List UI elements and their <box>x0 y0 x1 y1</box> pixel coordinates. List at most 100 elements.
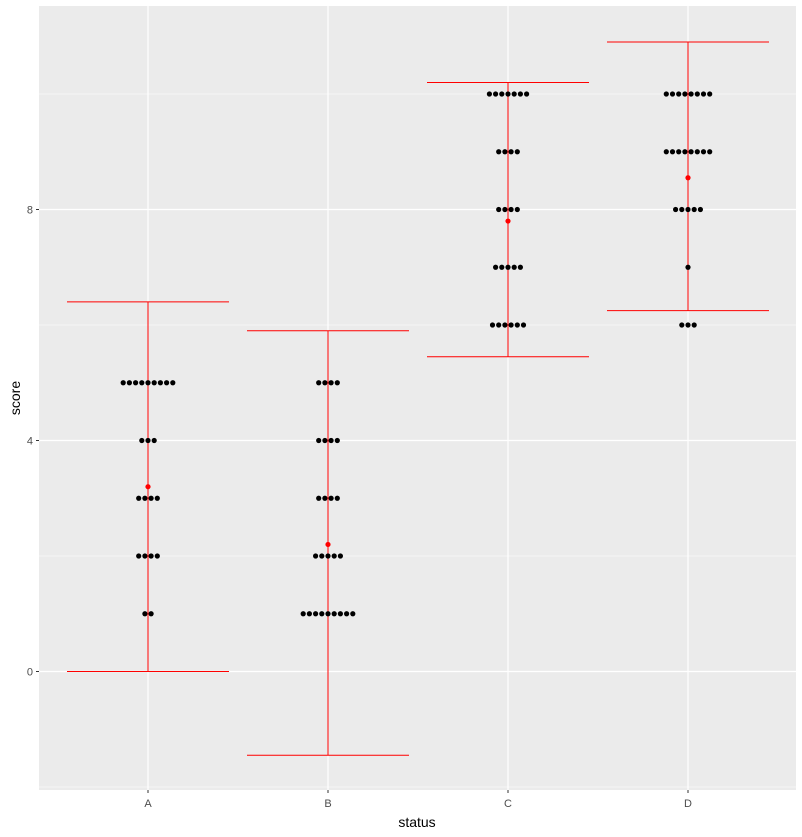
data-dot <box>502 322 508 328</box>
data-dot <box>313 611 319 617</box>
data-dot <box>505 91 511 97</box>
data-dot <box>694 91 700 97</box>
y-tick-label: 0 <box>27 667 33 679</box>
data-dot <box>669 149 676 155</box>
data-dot <box>136 495 142 501</box>
data-dot <box>142 495 148 501</box>
data-dot <box>337 611 343 617</box>
data-dot <box>508 149 514 155</box>
data-dot <box>505 264 511 270</box>
data-dot <box>139 437 145 444</box>
data-dot <box>328 380 334 386</box>
data-dot <box>300 611 306 617</box>
data-dot <box>142 611 148 617</box>
data-dot <box>306 611 312 617</box>
data-dot <box>170 380 176 386</box>
mean-point <box>325 541 331 548</box>
data-dot <box>514 206 520 213</box>
data-dot <box>502 149 508 155</box>
data-dot <box>142 553 148 559</box>
data-dot <box>502 206 508 213</box>
data-dot <box>331 553 337 559</box>
data-dot <box>707 149 713 155</box>
data-dot <box>663 91 669 97</box>
data-dot <box>493 91 499 97</box>
y-tick-labels: 0 4 8 <box>27 205 33 679</box>
data-dot <box>508 322 514 328</box>
data-dot <box>685 264 691 270</box>
data-dot <box>164 380 170 386</box>
data-dot <box>688 91 694 97</box>
data-dot <box>496 149 502 155</box>
data-dot <box>679 206 685 213</box>
data-dot <box>350 611 356 617</box>
x-tick-labels: A B C D <box>144 798 692 810</box>
data-dot <box>322 495 328 501</box>
data-dot <box>499 91 505 97</box>
data-dot <box>316 437 322 444</box>
data-dot <box>679 322 685 328</box>
y-tick-label: 4 <box>27 436 33 448</box>
y-tick-label: 8 <box>27 205 33 217</box>
data-dot <box>151 380 157 386</box>
data-dot <box>126 380 132 386</box>
data-dot <box>148 553 154 559</box>
data-dot <box>707 91 713 97</box>
data-dot <box>685 206 691 213</box>
data-dot <box>489 322 496 328</box>
data-dot <box>331 611 337 617</box>
data-dot <box>337 553 343 559</box>
data-dot <box>517 264 524 270</box>
data-dot <box>694 149 700 155</box>
data-dot <box>313 553 319 559</box>
data-dot <box>154 553 160 559</box>
data-dot <box>682 149 688 155</box>
data-dot <box>676 149 682 155</box>
data-dot <box>499 264 505 270</box>
data-dot <box>685 322 691 328</box>
data-dot <box>139 380 145 386</box>
x-tick-label: C <box>504 798 512 810</box>
data-dot <box>133 380 139 386</box>
x-tick-label: D <box>684 798 692 810</box>
data-dot <box>334 437 340 444</box>
data-dot <box>514 322 520 328</box>
minor-gridlines <box>39 93 796 788</box>
data-dot <box>319 611 325 617</box>
data-dot <box>688 149 694 155</box>
data-dot <box>120 380 126 386</box>
data-dot <box>334 380 340 386</box>
data-dot <box>151 437 157 444</box>
data-dot <box>145 380 151 386</box>
data-dot <box>322 380 328 386</box>
x-axis-title: status <box>398 814 435 830</box>
mean-point <box>505 218 511 224</box>
data-dot <box>157 380 163 386</box>
x-tick-label: A <box>144 798 152 810</box>
data-dot <box>697 206 704 213</box>
data-dot <box>514 149 520 155</box>
data-dot <box>145 437 151 444</box>
data-dot <box>676 91 682 97</box>
data-dot <box>508 206 514 213</box>
data-dot <box>344 611 350 617</box>
data-dot <box>524 91 530 97</box>
data-dot <box>154 495 160 501</box>
data-dot <box>669 91 676 97</box>
data-dot <box>496 206 502 213</box>
data-dots <box>120 91 713 617</box>
data-dot <box>322 437 328 444</box>
axis-ticks <box>36 209 689 793</box>
data-dot <box>511 264 517 270</box>
data-dot <box>148 495 154 501</box>
data-dot <box>673 206 679 213</box>
data-dot <box>496 322 502 328</box>
data-dot <box>517 91 524 97</box>
mean-point <box>145 484 151 490</box>
data-dot <box>148 611 154 617</box>
data-dot <box>334 495 340 501</box>
y-axis-title: score <box>7 381 23 415</box>
plot-panel <box>39 6 796 790</box>
data-dot <box>136 553 142 559</box>
